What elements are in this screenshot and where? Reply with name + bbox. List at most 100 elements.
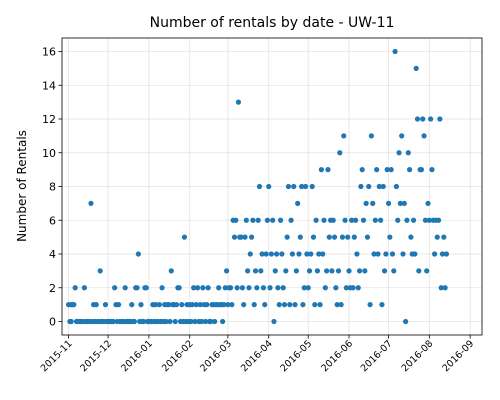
data-point xyxy=(239,285,245,291)
data-point xyxy=(391,268,397,274)
data-point xyxy=(304,251,310,257)
data-point xyxy=(397,200,403,206)
data-point xyxy=(296,251,302,257)
data-point xyxy=(81,285,87,291)
y-tick-label: 16 xyxy=(42,46,56,59)
data-point xyxy=(122,285,128,291)
data-point xyxy=(189,302,195,308)
data-point xyxy=(421,133,427,139)
data-point xyxy=(181,234,188,240)
data-point xyxy=(197,302,203,308)
data-point xyxy=(443,251,450,257)
data-point xyxy=(358,183,364,190)
data-point xyxy=(248,234,255,240)
data-point xyxy=(279,251,285,257)
data-point xyxy=(335,268,342,274)
data-point xyxy=(246,285,252,291)
data-point xyxy=(434,234,440,240)
data-point xyxy=(435,217,442,223)
data-point xyxy=(351,234,357,240)
data-point xyxy=(320,251,326,257)
data-point xyxy=(295,200,301,206)
data-point xyxy=(425,200,431,206)
data-point xyxy=(426,217,432,223)
data-point xyxy=(131,318,138,325)
data-point xyxy=(410,217,417,223)
data-point xyxy=(306,268,313,274)
y-tick-label: 2 xyxy=(49,282,56,295)
data-point xyxy=(442,285,448,291)
data-point xyxy=(202,318,209,325)
data-point xyxy=(71,302,77,308)
data-point xyxy=(129,302,135,308)
data-point xyxy=(173,302,180,308)
data-point xyxy=(380,183,386,190)
data-point xyxy=(268,251,274,257)
data-point xyxy=(437,116,443,122)
data-point xyxy=(167,318,173,325)
data-point xyxy=(438,285,444,291)
x-tick-label: 2015-11 xyxy=(39,338,75,374)
data-point xyxy=(225,302,231,308)
data-point xyxy=(271,318,277,325)
data-point xyxy=(338,302,344,308)
x-tick-label: 2016-04 xyxy=(239,338,275,374)
data-point xyxy=(274,251,280,257)
data-point xyxy=(238,234,244,240)
data-point xyxy=(388,167,394,173)
data-point xyxy=(418,167,425,173)
data-point xyxy=(324,268,330,274)
data-point xyxy=(138,302,144,308)
data-point xyxy=(310,234,317,240)
data-point xyxy=(316,251,322,257)
data-point xyxy=(432,251,438,257)
data-point xyxy=(277,217,284,223)
data-point xyxy=(305,285,311,291)
data-point xyxy=(262,302,268,308)
y-tick-label: 6 xyxy=(49,214,56,227)
data-point xyxy=(227,285,234,291)
data-point xyxy=(280,285,286,291)
data-point xyxy=(168,268,174,274)
data-point xyxy=(349,217,355,223)
data-point xyxy=(359,167,365,173)
data-point xyxy=(334,302,340,308)
y-tick-label: 14 xyxy=(42,79,56,92)
data-point xyxy=(263,251,269,257)
data-point xyxy=(235,99,242,105)
data-point xyxy=(385,200,392,206)
data-point xyxy=(405,150,411,156)
data-point xyxy=(255,217,261,223)
data-point xyxy=(356,268,363,274)
data-point xyxy=(321,217,327,223)
data-point xyxy=(159,285,165,291)
data-point xyxy=(200,285,206,291)
data-point xyxy=(223,268,230,274)
data-point xyxy=(408,234,414,240)
data-point xyxy=(345,234,351,240)
data-point xyxy=(288,217,294,223)
data-point xyxy=(260,285,267,291)
data-point xyxy=(374,167,380,173)
data-point xyxy=(216,285,222,291)
data-point xyxy=(413,65,419,71)
x-tick-label: 2016-02 xyxy=(160,338,196,374)
data-point xyxy=(163,318,169,325)
data-point xyxy=(231,234,238,240)
data-point xyxy=(400,251,406,257)
data-point xyxy=(299,183,305,190)
y-axis-label: Number of Rentals xyxy=(15,130,29,242)
data-point xyxy=(297,234,303,240)
data-point xyxy=(381,268,388,274)
data-point xyxy=(205,285,211,291)
data-point xyxy=(156,302,163,308)
data-point xyxy=(93,302,99,308)
data-point xyxy=(208,318,214,325)
data-point xyxy=(424,268,430,274)
data-point xyxy=(314,268,321,274)
data-point xyxy=(341,133,347,139)
y-tick-label: 0 xyxy=(49,316,56,329)
data-point xyxy=(302,183,309,190)
data-point xyxy=(276,302,282,308)
